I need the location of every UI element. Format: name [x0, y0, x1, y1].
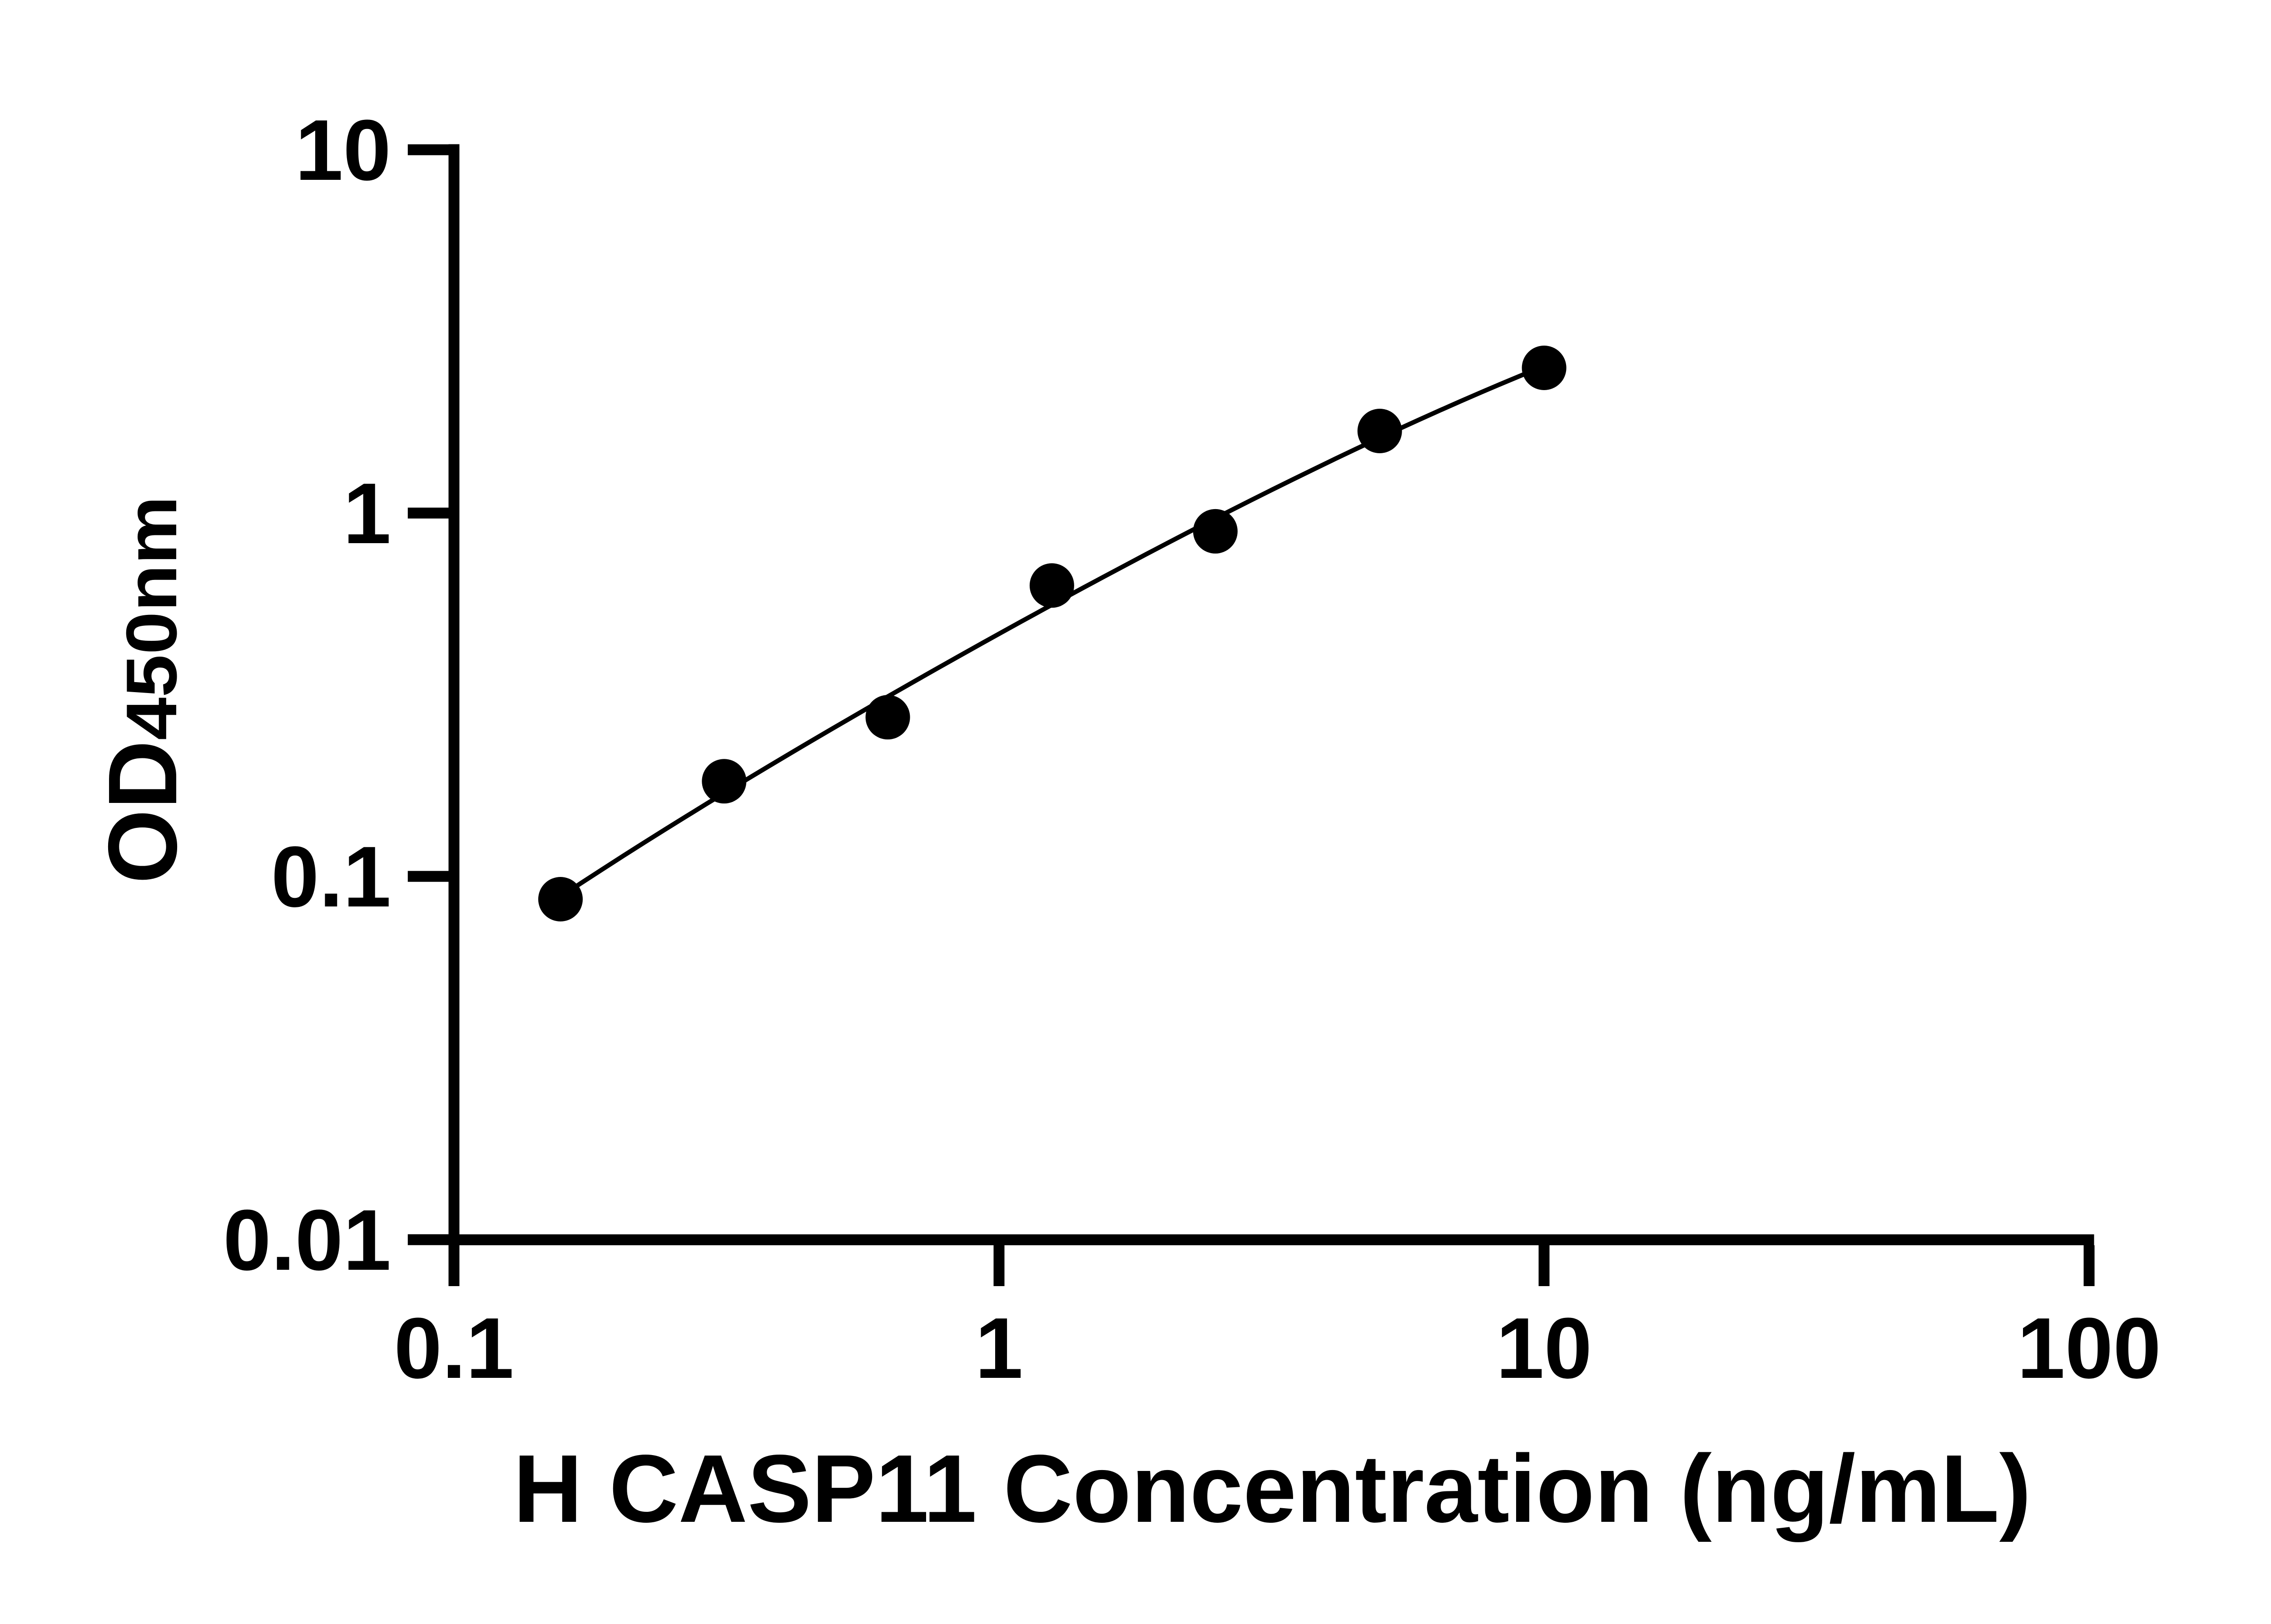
svg-text:1: 1	[343, 465, 391, 562]
svg-text:0.01: 0.01	[223, 1192, 391, 1288]
svg-text:H CASP11 Concentration (ng/mL): H CASP11 Concentration (ng/mL)	[513, 1435, 2031, 1542]
svg-text:0.1: 0.1	[271, 829, 391, 925]
svg-text:OD: OD	[88, 740, 197, 884]
svg-text:450nm: 450nm	[112, 496, 192, 740]
svg-text:100: 100	[2017, 1300, 2161, 1396]
svg-text:1: 1	[975, 1300, 1023, 1396]
svg-text:0.1: 0.1	[394, 1300, 514, 1396]
svg-text:10: 10	[1496, 1300, 1592, 1396]
svg-text:10: 10	[295, 102, 391, 198]
